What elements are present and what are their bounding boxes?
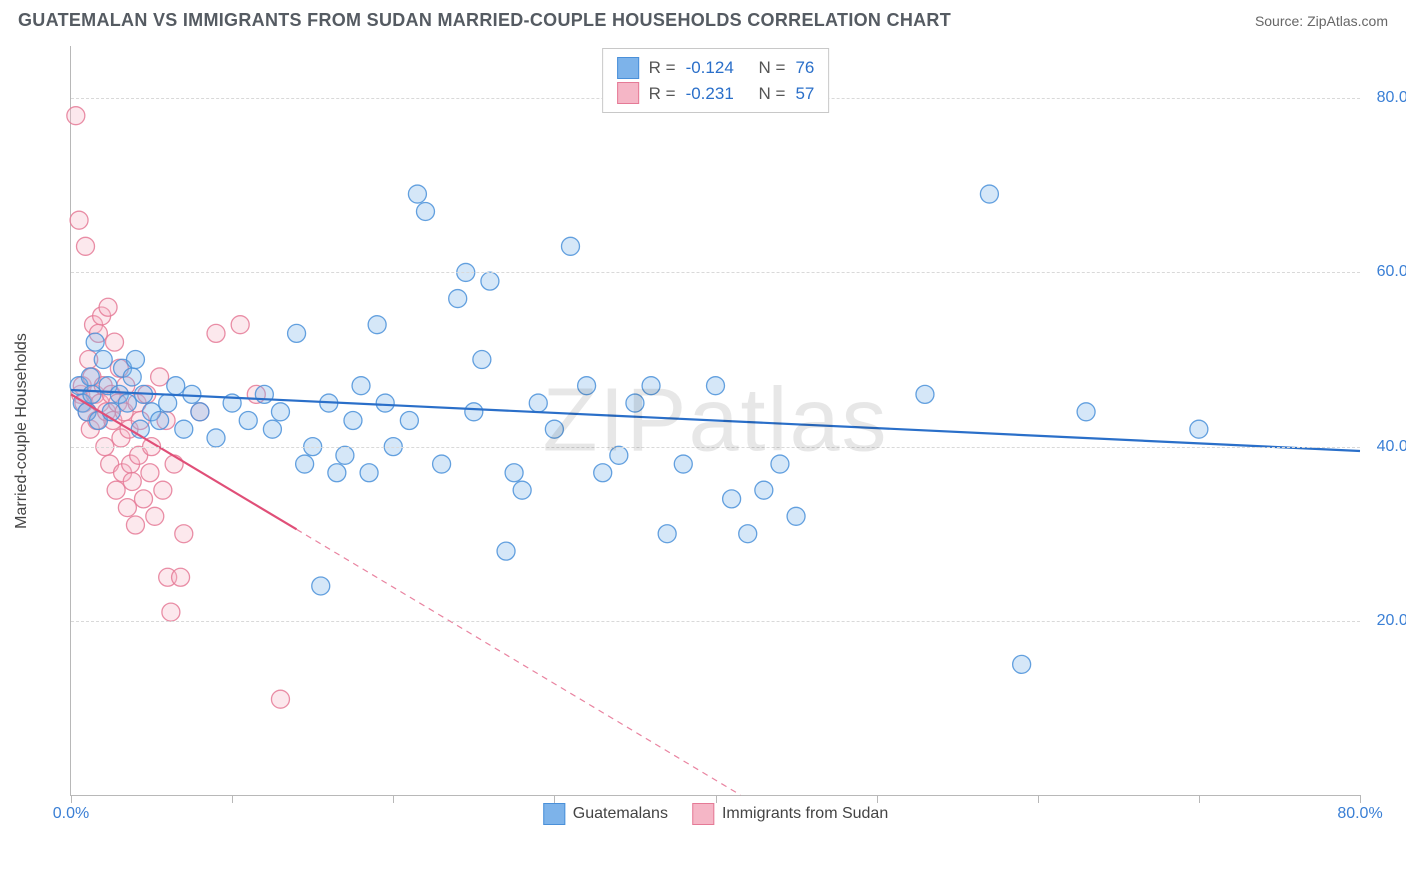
y-tick-label: 40.0% bbox=[1377, 438, 1406, 456]
x-tick-label: 80.0% bbox=[1337, 805, 1382, 823]
legend-row-guatemalans: R = -0.124 N = 76 bbox=[617, 55, 815, 81]
swatch-icon bbox=[692, 803, 714, 825]
x-tick-label: 0.0% bbox=[53, 805, 89, 823]
n-value-guatemalans: 76 bbox=[795, 55, 814, 81]
chart-svg bbox=[71, 46, 1360, 795]
swatch-icon bbox=[617, 82, 639, 104]
legend-label: Guatemalans bbox=[573, 805, 668, 823]
n-label: N = bbox=[759, 81, 786, 107]
y-tick-label: 80.0% bbox=[1377, 89, 1406, 107]
legend-item-sudan: Immigrants from Sudan bbox=[692, 803, 888, 825]
r-value-sudan: -0.231 bbox=[686, 81, 734, 107]
r-value-guatemalans: -0.124 bbox=[686, 55, 734, 81]
legend-label: Immigrants from Sudan bbox=[722, 805, 888, 823]
correlation-legend: R = -0.124 N = 76 R = -0.231 N = 57 bbox=[602, 48, 830, 113]
n-value-sudan: 57 bbox=[795, 81, 814, 107]
r-label: R = bbox=[649, 55, 676, 81]
y-tick-label: 20.0% bbox=[1377, 612, 1406, 630]
legend-row-sudan: R = -0.231 N = 57 bbox=[617, 81, 815, 107]
plot-container: Married-couple Households ZIPatlas R = -… bbox=[50, 46, 1380, 816]
swatch-icon bbox=[617, 57, 639, 79]
n-label: N = bbox=[759, 55, 786, 81]
series-legend: Guatemalans Immigrants from Sudan bbox=[543, 803, 888, 825]
plot-area: ZIPatlas R = -0.124 N = 76 R = -0.231 N … bbox=[70, 46, 1360, 796]
r-label: R = bbox=[649, 81, 676, 107]
legend-item-guatemalans: Guatemalans bbox=[543, 803, 668, 825]
source-label: Source: ZipAtlas.com bbox=[1255, 13, 1388, 29]
y-axis-label: Married-couple Households bbox=[13, 333, 31, 529]
chart-title: GUATEMALAN VS IMMIGRANTS FROM SUDAN MARR… bbox=[18, 10, 951, 31]
swatch-icon bbox=[543, 803, 565, 825]
y-tick-label: 60.0% bbox=[1377, 263, 1406, 281]
